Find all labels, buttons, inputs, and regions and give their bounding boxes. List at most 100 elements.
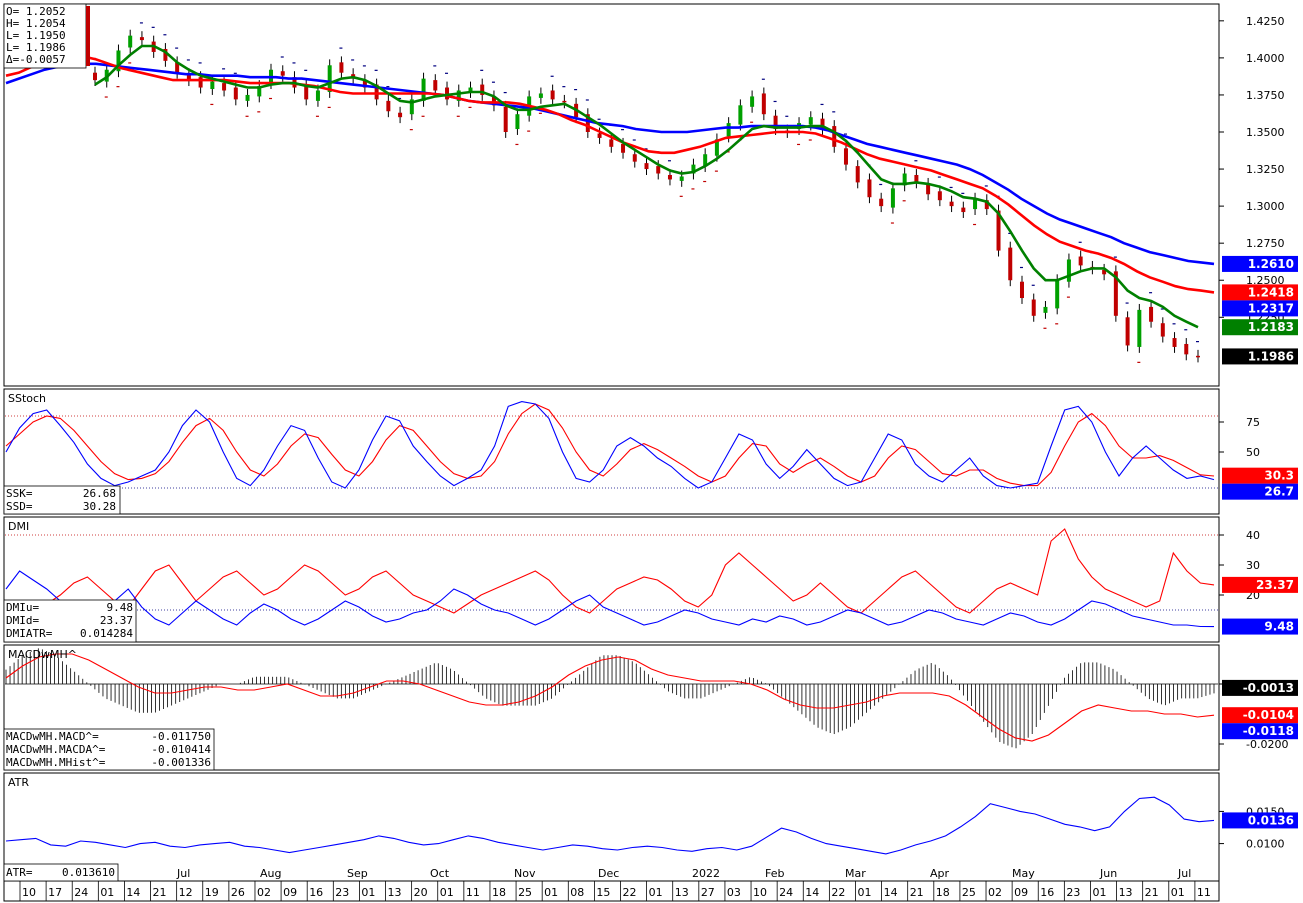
dmi-series-layer	[5, 528, 1218, 628]
sar-dot	[714, 170, 718, 172]
x-month-label: Feb	[765, 867, 784, 880]
x-day-label: 08	[570, 886, 584, 899]
candle-body	[139, 37, 144, 41]
stoch-k-line	[5, 401, 1215, 489]
sar-dot	[973, 223, 977, 226]
info-low: L= 1.1950	[6, 29, 66, 42]
sar-dot	[1137, 361, 1141, 363]
candle-body	[280, 71, 285, 76]
sar-dot	[1066, 296, 1070, 298]
candle-body	[198, 77, 203, 88]
x-day-label: 09	[283, 886, 297, 899]
candle-body	[1184, 343, 1189, 355]
info-open: O= 1.2052	[6, 5, 66, 18]
sar-dot	[1125, 302, 1129, 304]
sar-dot	[961, 192, 965, 194]
sar-dot	[726, 151, 730, 153]
candle-body	[421, 78, 426, 101]
stoch-value-tag	[1222, 483, 1298, 500]
candle-body	[1196, 355, 1200, 358]
candle-body	[503, 106, 508, 132]
atr-value: 0.013610	[62, 866, 115, 879]
candle-body	[679, 176, 684, 181]
macd-series-layer	[5, 648, 1218, 749]
dmi-panel-frame	[3, 516, 1220, 643]
sar-dot	[245, 115, 249, 117]
x-month-label: Dec	[598, 867, 619, 880]
candle-body	[327, 65, 332, 92]
x-day-label: 16	[309, 886, 323, 899]
x-month-label: Oct	[430, 867, 450, 880]
candle-body	[1019, 281, 1024, 299]
candle-body	[961, 207, 966, 213]
macd-value-tag-label: -0.0118	[1243, 724, 1294, 738]
candle-body	[562, 100, 567, 103]
sar-dot	[480, 69, 484, 71]
candle-body	[761, 93, 766, 115]
candle-body	[609, 139, 614, 147]
dmi-value-tag	[1222, 576, 1298, 593]
stoch-value-tag	[1222, 467, 1298, 484]
x-day-label: 01	[544, 886, 558, 899]
sar-dot	[104, 96, 108, 98]
macd-signal-line	[5, 653, 1215, 742]
sar-dot	[538, 112, 542, 114]
dmi-atr-value: 0.014284	[80, 627, 133, 640]
sar-dot	[233, 72, 237, 74]
candle-body	[1031, 299, 1036, 316]
sar-dot	[843, 133, 847, 135]
axis-labels-layer: 1.4250 1.4000 1.3750 1.3500 1.3250 1.3000 1.27…	[1219, 15, 1298, 851]
candle-body	[538, 93, 543, 98]
sar-dot	[937, 176, 941, 178]
price-value-tag-label: 1.2183	[1248, 320, 1294, 334]
x-day-label: 23	[1066, 886, 1080, 899]
sar-dot	[292, 62, 296, 64]
sar-dot	[1184, 329, 1188, 331]
sar-dot	[456, 115, 460, 117]
sar-dot	[139, 22, 143, 24]
sar-dot	[574, 89, 578, 91]
sar-dot	[269, 97, 273, 100]
x-day-label: 13	[388, 886, 402, 899]
candle-body	[550, 90, 555, 100]
candle-body	[1066, 259, 1071, 282]
candle-body	[245, 94, 250, 101]
candle-body	[667, 174, 672, 180]
price-value-tag-label: 1.2418	[1248, 285, 1294, 299]
atr-panel-frame	[3, 772, 1220, 882]
candle-body	[890, 188, 895, 208]
dmi-value-tag	[1222, 618, 1298, 635]
sar-dot	[890, 222, 894, 224]
info-high: H= 1.2054	[6, 17, 66, 30]
price-value-tag-label: 1.1986	[1248, 349, 1294, 363]
dmi-value-tag-label: 23.37	[1256, 578, 1294, 592]
x-day-label: 13	[1119, 886, 1133, 899]
x-day-label: 03	[727, 886, 741, 899]
price-value-tag	[1222, 300, 1298, 317]
x-month-label: May	[1012, 867, 1035, 880]
candle-body	[879, 198, 884, 207]
sar-dot	[667, 160, 671, 162]
stoch-title: SStoch	[8, 392, 46, 405]
sar-dot	[327, 106, 331, 108]
x-day-label: 10	[753, 886, 767, 899]
x-day-label: 26	[231, 886, 245, 899]
x-day-label: 01	[1171, 886, 1185, 899]
sar-dot	[1055, 323, 1059, 325]
x-axis-frame	[3, 880, 1220, 902]
candle-body	[585, 114, 590, 132]
dmi-plus-value: 9.48	[107, 601, 134, 614]
sar-dot	[315, 115, 319, 117]
sar-dot	[1008, 232, 1012, 234]
x-day-label: 25	[962, 886, 976, 899]
macd-avg-label: MACDwMH.MACDA^=	[6, 743, 106, 756]
candle-body	[855, 166, 860, 183]
dmi-minus-line	[5, 528, 1215, 614]
x-day-label: 14	[126, 886, 140, 899]
atr-series-layer	[5, 796, 1215, 855]
x-day-label: 22	[623, 886, 637, 899]
sar-dot	[750, 121, 754, 123]
x-month-label: Sep	[347, 867, 368, 880]
sar-dot	[984, 185, 988, 187]
